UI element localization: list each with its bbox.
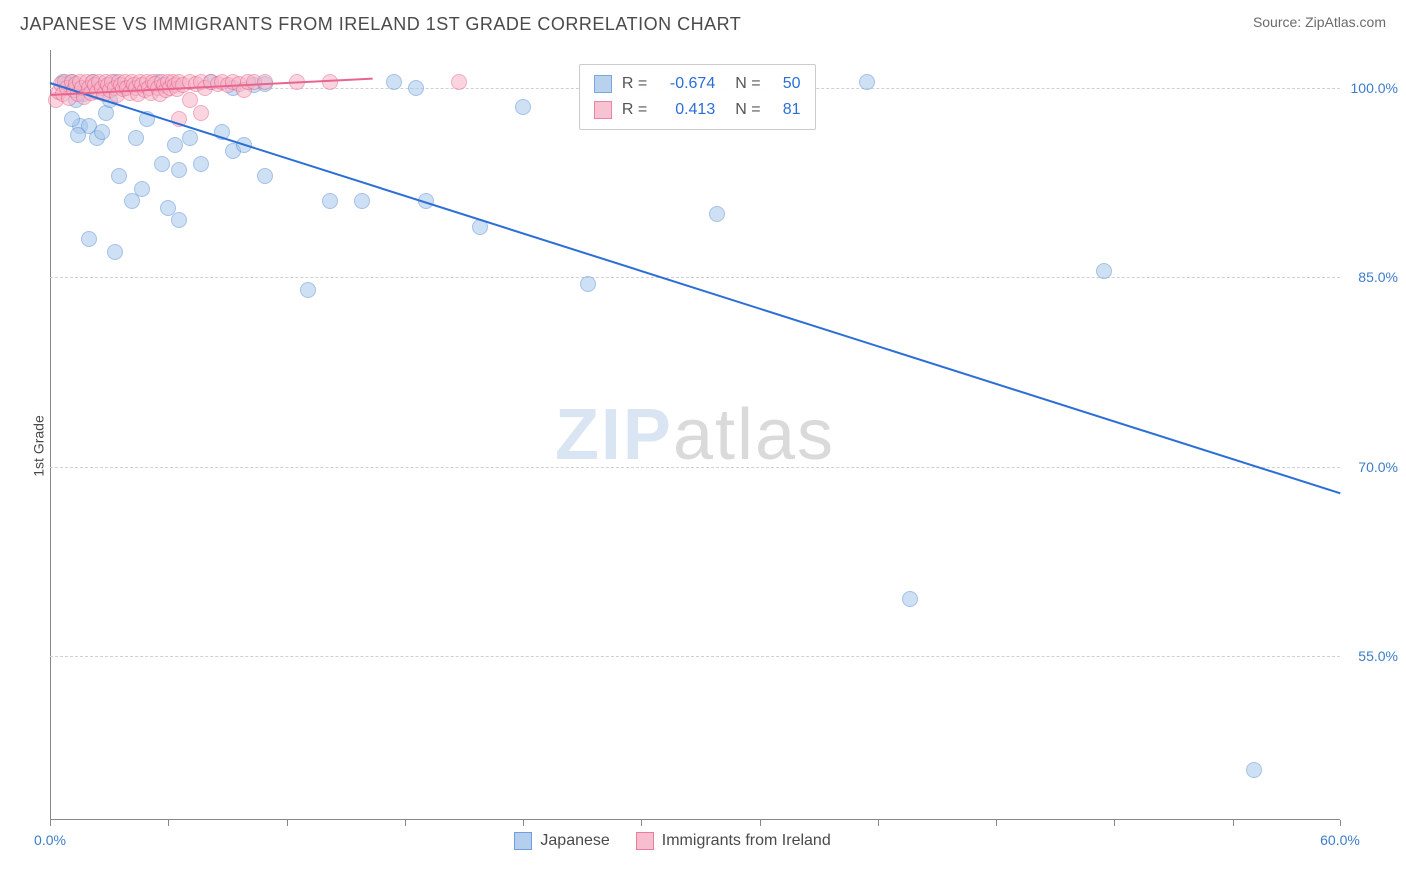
scatter-point [154, 156, 170, 172]
scatter-point [128, 130, 144, 146]
scatter-point [94, 124, 110, 140]
x-tick [878, 820, 879, 826]
scatter-point [171, 212, 187, 228]
scatter-point [709, 206, 725, 222]
x-tick [1114, 820, 1115, 826]
scatter-point [408, 80, 424, 96]
x-tick [996, 820, 997, 826]
scatter-point [134, 181, 150, 197]
x-tick [760, 820, 761, 826]
trend-line [50, 82, 1341, 494]
stats-box: R = -0.674 N = 50 R = 0.413 N = 81 [579, 64, 816, 130]
scatter-point [1246, 762, 1262, 778]
y-tick-label: 55.0% [1346, 648, 1398, 664]
scatter-point [386, 74, 402, 90]
scatter-point [81, 231, 97, 247]
stats-R-label: R = [622, 97, 647, 123]
scatter-point [257, 74, 273, 90]
scatter-point [515, 99, 531, 115]
scatter-point [354, 193, 370, 209]
scatter-point [580, 276, 596, 292]
scatter-point [111, 168, 127, 184]
x-tick [405, 820, 406, 826]
x-tick [287, 820, 288, 826]
scatter-point [257, 168, 273, 184]
watermark-atlas: atlas [673, 395, 835, 475]
y-tick-label: 100.0% [1346, 80, 1398, 96]
x-tick [1340, 820, 1341, 826]
scatter-point [902, 591, 918, 607]
source-name: ZipAtlas.com [1305, 14, 1386, 30]
legend-item: Immigrants from Ireland [636, 832, 831, 850]
source-label: Source: ZipAtlas.com [1253, 14, 1386, 30]
stats-swatch [594, 101, 612, 119]
scatter-point [107, 244, 123, 260]
legend-label: Japanese [540, 832, 609, 850]
scatter-point [859, 74, 875, 90]
watermark-zip: ZIP [555, 395, 673, 475]
scatter-point [451, 74, 467, 90]
stats-N-label: N = [735, 97, 760, 123]
y-axis-label: 1st Grade [31, 415, 47, 476]
gridline [50, 277, 1340, 278]
x-tick-label: 60.0% [1320, 832, 1360, 848]
scatter-point [64, 111, 80, 127]
stats-N-value: 50 [771, 71, 801, 97]
stats-N-value: 81 [771, 97, 801, 123]
legend-label: Immigrants from Ireland [662, 832, 831, 850]
stats-R-value: -0.674 [657, 71, 715, 97]
scatter-point [1096, 263, 1112, 279]
x-tick [523, 820, 524, 826]
legend: Japanese Immigrants from Ireland [514, 832, 830, 850]
gridline [50, 656, 1340, 657]
gridline [50, 467, 1340, 468]
y-tick-label: 70.0% [1346, 459, 1398, 475]
scatter-point [182, 130, 198, 146]
chart-title: JAPANESE VS IMMIGRANTS FROM IRELAND 1ST … [20, 14, 741, 35]
scatter-point [300, 282, 316, 298]
legend-swatch [514, 832, 532, 850]
x-tick [50, 820, 51, 826]
legend-item: Japanese [514, 832, 609, 850]
stats-R-value: 0.413 [657, 97, 715, 123]
plot-area: ZIPatlas 55.0%70.0%85.0%100.0%0.0%60.0%R… [50, 50, 1340, 820]
stats-R-label: R = [622, 71, 647, 97]
scatter-point [167, 137, 183, 153]
x-tick [168, 820, 169, 826]
scatter-point [322, 193, 338, 209]
stats-swatch [594, 75, 612, 93]
y-tick-label: 85.0% [1346, 269, 1398, 285]
scatter-point [193, 156, 209, 172]
legend-swatch [636, 832, 654, 850]
x-tick [1233, 820, 1234, 826]
x-tick-label: 0.0% [34, 832, 66, 848]
stats-row: R = 0.413 N = 81 [594, 97, 801, 123]
scatter-point [193, 105, 209, 121]
scatter-point [70, 127, 86, 143]
watermark: ZIPatlas [555, 394, 835, 476]
scatter-point [124, 193, 140, 209]
plot-border [50, 50, 1340, 820]
stats-N-label: N = [735, 71, 760, 97]
x-tick [641, 820, 642, 826]
stats-row: R = -0.674 N = 50 [594, 71, 801, 97]
scatter-point [171, 162, 187, 178]
source-prefix: Source: [1253, 14, 1305, 30]
